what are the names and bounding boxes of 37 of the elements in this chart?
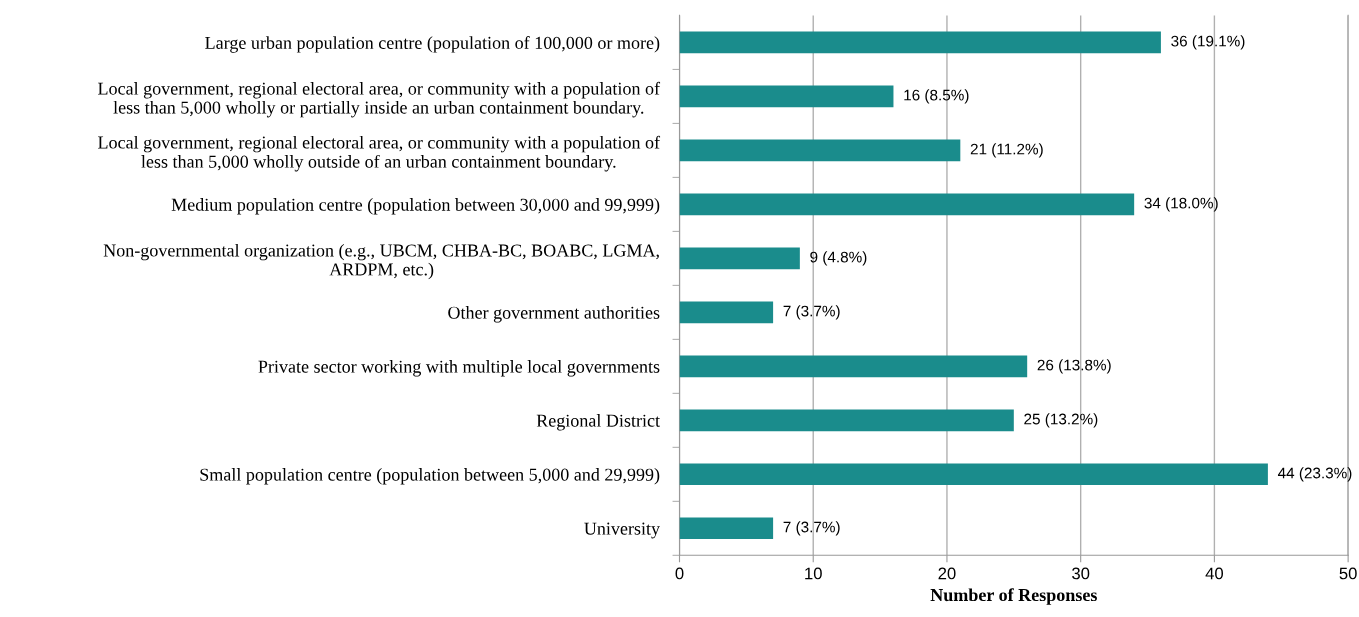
x-tick-label: 40 [1205, 567, 1224, 580]
y-tick-label: Large urban population centre (population of 100,000 or more) [205, 36, 660, 53]
data-label: 21 (11.2%) [970, 143, 1043, 158]
bar [679, 355, 1028, 378]
bar [679, 85, 894, 108]
x-tick-label: 50 [1339, 567, 1357, 580]
data-label: 9 (4.8%) [810, 251, 867, 266]
x-tick-label: 30 [1072, 567, 1090, 580]
bar [679, 193, 1135, 216]
data-label: 16 (8.5%) [904, 89, 969, 104]
x-axis-title: Number of Responses [930, 588, 1097, 605]
y-tick-label: University [584, 522, 660, 539]
x-tick-label: 20 [938, 567, 956, 580]
data-label: 34 (18.0%) [1144, 197, 1218, 212]
data-label: 26 (13.8%) [1037, 359, 1111, 374]
y-tick-label: Local government, regional electoral area, or community with a population of less than 5,000 wholly outside of an urban containment boundary. [98, 135, 661, 172]
y-tick-label: Medium population centre (population between 30,000 and 99,999) [171, 198, 660, 215]
data-label: 44 (23.3%) [1277, 467, 1352, 482]
y-tick-label: Regional District [536, 414, 660, 431]
x-tick-label: 0 [675, 567, 684, 580]
bar [679, 463, 1268, 486]
data-label: 7 (3.7%) [783, 521, 840, 536]
bar [679, 301, 774, 324]
y-tick-label: Private sector working with multiple local governments [258, 360, 660, 377]
y-tick-label: Non-governmental organization (e.g., UBCM, CHBA-BC, BOABC, LGMA, ARDPM, etc.) [103, 243, 659, 280]
bar [679, 31, 1161, 54]
x-tick-label: 10 [805, 567, 822, 580]
bar [679, 139, 961, 162]
data-label: 7 (3.7%) [783, 305, 840, 320]
data-label: 36 (19.1%) [1171, 35, 1245, 50]
y-tick-label: Other government authorities [448, 306, 660, 323]
data-label: 25 (13.2%) [1024, 413, 1098, 428]
y-tick-label: Local government, regional electoral area, or community with a population of less than 5,000 wholly or partially inside an urban containment boundary. [98, 81, 661, 118]
bar [679, 247, 800, 270]
bar [679, 517, 774, 540]
y-tick-label: Small population centre (population between 5,000 and 29,999) [200, 468, 660, 485]
bar [679, 409, 1014, 432]
